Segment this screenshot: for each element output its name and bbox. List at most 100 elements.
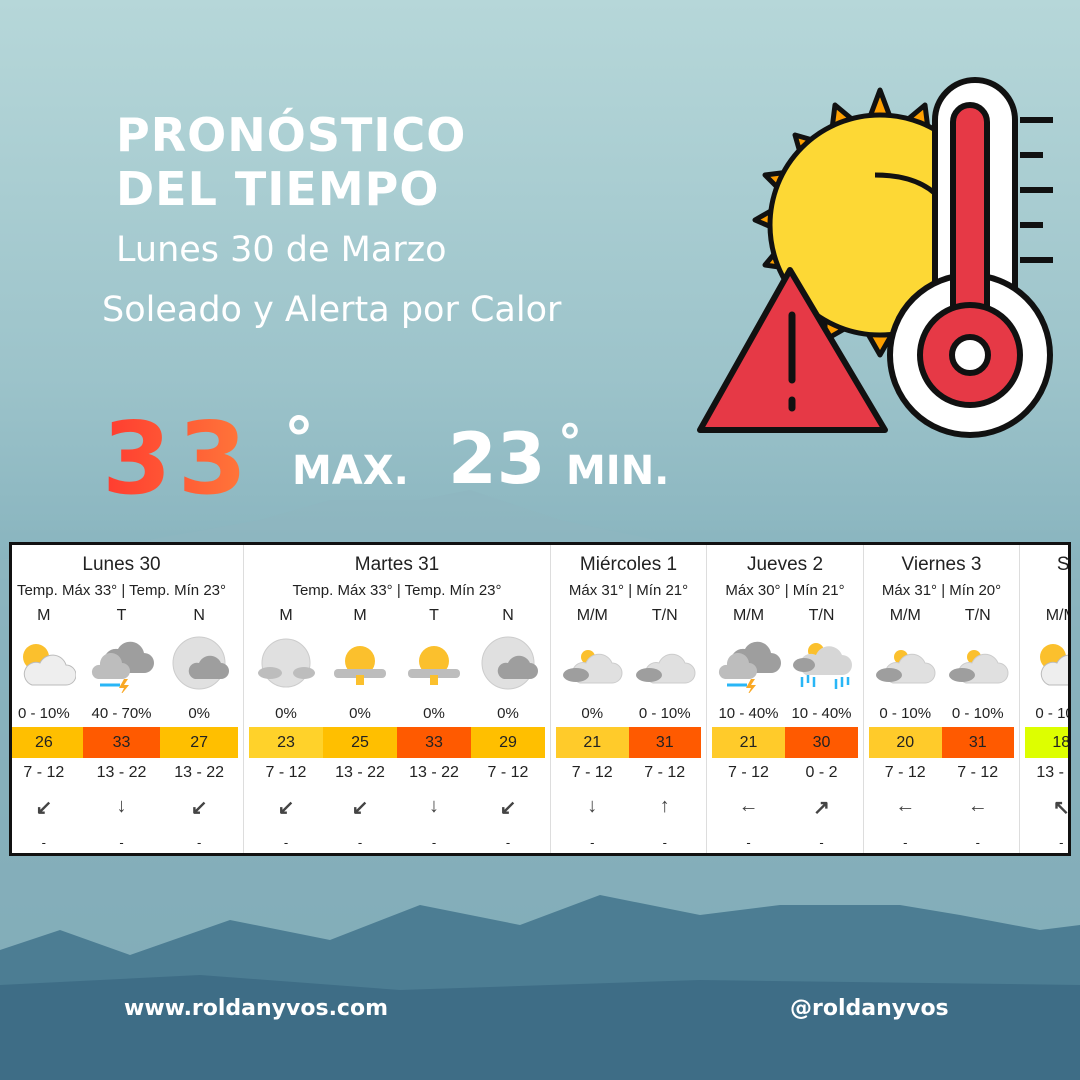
forecast-day: Martes 31 Temp. Máx 33° | Temp. Mín 23° … xyxy=(244,545,551,853)
forecast-day: Jueves 2 Máx 30° | Mín 21° M/M 10 - 40% … xyxy=(707,545,864,853)
day-temp-range: Máx 31° | Mín 20° xyxy=(881,582,1002,599)
period-label: M/M xyxy=(576,607,608,624)
gust-value: - xyxy=(283,835,289,850)
wind-speed: 7 - 12 xyxy=(884,764,926,781)
heat-alert-illustration xyxy=(697,77,1053,438)
wind-direction-arrow-icon: ↓ xyxy=(587,795,598,817)
temperature-cell: 20 xyxy=(869,727,942,758)
gust-value: - xyxy=(197,835,202,850)
weather-rain-sun-icon xyxy=(785,633,858,693)
wind-direction-arrow-icon: ↑ xyxy=(659,795,670,817)
wind-speed: 7 - 12 xyxy=(265,764,307,781)
gust-value: - xyxy=(431,835,437,850)
period-column: N 0% 29 7 - 12 ↙ - xyxy=(471,545,545,853)
rain-probability: 0 - 10% xyxy=(951,705,1004,722)
gust-value: - xyxy=(746,835,751,850)
temperature-cell: 27 xyxy=(160,727,239,758)
website-link[interactable]: www.roldanyvos.com xyxy=(124,996,389,1021)
forecast-day: Viernes 3 Máx 31° | Mín 20° M/M 0 - 10% … xyxy=(864,545,1020,853)
wind-speed: 13 - 22 xyxy=(335,764,385,781)
day-temp-range: Máx 31° | Mín 21° xyxy=(568,582,689,599)
weather-storm-icon xyxy=(83,633,161,696)
day-name: Lunes 30 xyxy=(82,554,161,575)
period-label: M xyxy=(353,607,367,624)
wind-direction-arrow-icon: ↙ xyxy=(35,797,53,819)
weather-storm-icon xyxy=(712,633,785,696)
weather-cloudy-sun-icon xyxy=(556,633,629,693)
wind-direction-arrow-icon: ← xyxy=(895,795,916,817)
wind-speed: 7 - 12 xyxy=(487,764,529,781)
temperature-cell: 23 xyxy=(249,727,323,758)
gust-value: - xyxy=(662,835,667,850)
min-label: MIN. xyxy=(566,448,670,494)
period-column: M 0 - 10% 26 7 - 12 ↙ - xyxy=(12,545,83,853)
gust-value: - xyxy=(819,835,824,850)
period-label: T/N xyxy=(651,607,678,624)
period-column: M/M 0 - 10% 18 13 - 22 ↖ - xyxy=(1025,545,1068,853)
wind-direction-arrow-icon: ↗ xyxy=(813,797,830,819)
wind-direction-arrow-icon: ↙ xyxy=(499,797,517,819)
weather-sun-cloud-icon xyxy=(1025,633,1068,693)
weather-cloudy-sun-icon xyxy=(869,633,942,693)
rain-probability: 0% xyxy=(497,705,519,722)
gust-value: - xyxy=(1059,835,1064,850)
weather-moon-cloud-icon xyxy=(471,633,545,693)
social-handle[interactable]: @roldanyvos xyxy=(790,996,949,1021)
gust-value: - xyxy=(590,835,595,850)
min-temperature: 23 xyxy=(448,418,546,500)
weather-sun-fog-icon xyxy=(323,633,397,693)
day-name: Viernes 3 xyxy=(901,554,982,575)
temperature-cell: 33 xyxy=(82,727,161,758)
period-column: N 0% 27 13 - 22 ↙ - xyxy=(160,545,239,853)
forecast-day: Sábado 4 Máx M/M 0 - 10% 18 13 - 22 ↖ - xyxy=(1020,545,1070,853)
day-name: Miércoles 1 xyxy=(579,554,678,575)
period-column: T/N 0 - 10% 31 7 - 12 ↑ - xyxy=(628,545,701,853)
rain-probability: 0 - 10% xyxy=(17,705,70,722)
gust-value: - xyxy=(505,835,511,850)
period-column: M 0% 23 7 - 12 ↙ - xyxy=(249,545,323,853)
weather-moon-clouds-icon xyxy=(249,633,323,693)
day-name: Martes 31 xyxy=(354,554,440,575)
rain-probability: 10 - 40% xyxy=(718,705,779,722)
period-label: T/N xyxy=(964,607,991,624)
day-name: Sábado 4 xyxy=(1056,554,1070,575)
summary-label: Soleado y Alerta por Calor xyxy=(102,290,562,330)
wind-speed: 7 - 12 xyxy=(957,764,999,781)
max-temperature: 33 xyxy=(102,400,254,517)
warning-triangle-icon xyxy=(697,267,888,433)
period-column: M/M 0% 21 7 - 12 ↓ - xyxy=(556,545,629,853)
gust-value: - xyxy=(975,835,980,850)
period-label: M/M xyxy=(889,607,921,624)
temperature-cell: 33 xyxy=(397,727,471,758)
wind-speed: 7 - 12 xyxy=(728,764,769,781)
gust-value: - xyxy=(119,835,124,850)
rain-probability: 40 - 70% xyxy=(91,705,152,722)
wind-speed: 7 - 12 xyxy=(644,764,686,781)
max-degree: ° xyxy=(284,405,314,475)
period-column: T 0% 33 13 - 22 ↓ - xyxy=(397,545,471,853)
wind-speed: 13 - 22 xyxy=(1036,764,1068,781)
period-label: T xyxy=(429,607,439,624)
weather-sun-cloud-icon xyxy=(12,633,83,693)
temperature-cell: 31 xyxy=(628,727,701,758)
day-temp-range: Máx 30° | Mín 21° xyxy=(725,582,845,599)
day-temp-range: Temp. Máx 33° | Temp. Mín 23° xyxy=(292,582,502,599)
wind-speed: 13 - 22 xyxy=(409,764,459,781)
rain-probability: 0 - 10% xyxy=(638,705,691,722)
temperature-cell: 30 xyxy=(785,727,858,758)
forecast-day: Miércoles 1 Máx 31° | Mín 21° M/M 0% 21 … xyxy=(551,545,707,853)
wind-direction-arrow-icon: ↙ xyxy=(351,797,369,819)
period-label: M xyxy=(279,607,293,624)
wind-speed: 7 - 12 xyxy=(571,764,613,781)
forecast-day: Lunes 30 Temp. Máx 33° | Temp. Mín 23° M… xyxy=(12,545,244,853)
period-column: M/M 10 - 40% 21 7 - 12 ← - xyxy=(712,545,785,853)
period-column: M/M 0 - 10% 20 7 - 12 ← - xyxy=(869,545,942,853)
period-label: N xyxy=(502,607,514,624)
wind-direction-arrow-icon: ↙ xyxy=(190,797,208,819)
wind-speed: 0 - 2 xyxy=(805,764,838,781)
day-name: Jueves 2 xyxy=(746,554,824,575)
page-title: PRONÓSTICO DEL TIEMPO xyxy=(116,108,467,216)
max-label: MAX. xyxy=(292,448,409,494)
thermometer-icon xyxy=(887,77,1053,438)
min-degree: ° xyxy=(558,415,582,471)
